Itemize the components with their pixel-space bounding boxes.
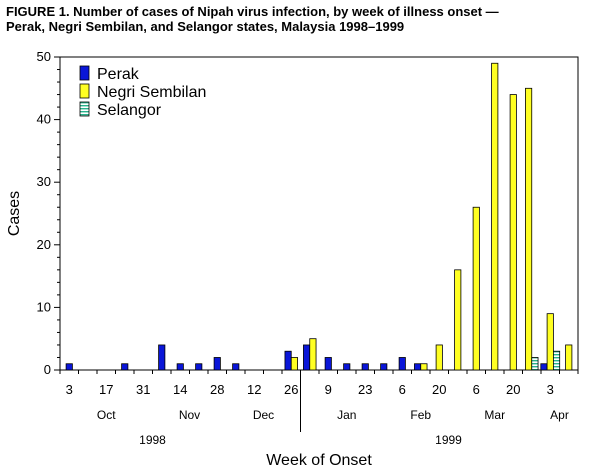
bar-negri-sembilan-27-feb: [454, 269, 462, 371]
month-label: Mar: [484, 408, 505, 422]
month-label: Oct: [97, 408, 116, 422]
legend-swatch-perak: [79, 65, 90, 81]
legend-label-perak: Perak: [97, 66, 140, 83]
x-tick-label: 31: [136, 382, 150, 397]
legend-swatch-negri-sembilan: [79, 83, 90, 99]
y-tick-label: 20: [37, 237, 51, 252]
bar-negri-sembilan-27-mar: [525, 87, 533, 371]
bar-perak-26-dec: [284, 350, 292, 371]
legend-label-negri-sembilan: Negri Sembilan: [97, 84, 206, 101]
month-label: Dec: [253, 408, 274, 422]
bar-perak-5-dec: [232, 363, 240, 371]
bar-negri-sembilan-2-jan: [309, 338, 317, 371]
bar-perak-28-nov: [213, 357, 221, 371]
bar-perak-21-nov: [195, 363, 203, 371]
bar-negri-sembilan-26-dec: [290, 357, 298, 371]
bar-perak-3-oct: [65, 363, 73, 371]
legend-label-selangor: Selangor: [97, 102, 162, 119]
bar-perak-2-jan: [303, 344, 311, 371]
y-axis-label: Cases: [6, 191, 23, 236]
y-tick-label: 10: [37, 299, 51, 314]
legend-swatch-selangor: [79, 101, 90, 117]
bar-negri-sembilan-13-mar: [491, 62, 499, 371]
bar-perak-24-oct: [121, 363, 129, 371]
bar-perak-7-nov: [158, 344, 166, 371]
bar-negri-sembilan-6-mar: [472, 206, 480, 371]
month-label: Feb: [410, 408, 431, 422]
y-tick-label: 40: [37, 112, 51, 127]
x-axis-label: Week of Onset: [266, 452, 372, 469]
y-tick-label: 30: [37, 174, 51, 189]
x-tick-label: 3: [66, 382, 73, 397]
x-tick-label: 28: [210, 382, 224, 397]
year-label: 1998: [139, 433, 166, 447]
bar-negri-sembilan-20-feb: [435, 344, 443, 371]
y-tick-label: 50: [37, 49, 51, 64]
bar-negri-sembilan-10-apr: [565, 344, 573, 371]
x-tick-label: 26: [284, 382, 298, 397]
year-label: 1999: [435, 433, 462, 447]
bar-negri-sembilan-3-apr: [546, 313, 554, 371]
bar-selangor-27-mar: [531, 357, 539, 371]
bar-perak-6-feb: [398, 357, 406, 371]
x-tick-label: 20: [506, 382, 520, 397]
bar-negri-sembilan-20-mar: [509, 94, 517, 371]
figure-title: FIGURE 1. Number of cases of Nipah virus…: [6, 4, 596, 34]
month-label: Apr: [550, 408, 569, 422]
x-tick-label: 9: [325, 382, 332, 397]
month-label: Nov: [179, 408, 200, 422]
bar-perak-23-jan: [361, 363, 369, 371]
x-tick-label: 23: [358, 382, 372, 397]
bar-perak-3-apr: [540, 363, 548, 371]
bar-perak-30-jan: [380, 363, 388, 371]
bar-perak-16-jan: [343, 363, 351, 371]
month-label: Jan: [337, 408, 356, 422]
x-tick-label: 6: [473, 382, 480, 397]
y-tick-label: 0: [44, 362, 51, 377]
x-tick-label: 6: [399, 382, 406, 397]
x-tick-label: 12: [247, 382, 261, 397]
x-tick-label: 14: [173, 382, 187, 397]
bar-negri-sembilan-13-feb: [420, 363, 428, 371]
bar-selangor-3-apr: [553, 350, 561, 371]
figure-title-line-1: FIGURE 1. Number of cases of Nipah virus…: [6, 4, 499, 19]
x-tick-label: 3: [547, 382, 554, 397]
bar-perak-13-feb: [414, 363, 422, 371]
x-tick-label: 17: [99, 382, 113, 397]
bar-perak-9-jan: [324, 357, 332, 371]
figure-title-line-2: Perak, Negri Sembilan, and Selangor stat…: [6, 19, 405, 34]
bar-perak-14-nov: [176, 363, 184, 371]
x-tick-label: 20: [432, 382, 446, 397]
